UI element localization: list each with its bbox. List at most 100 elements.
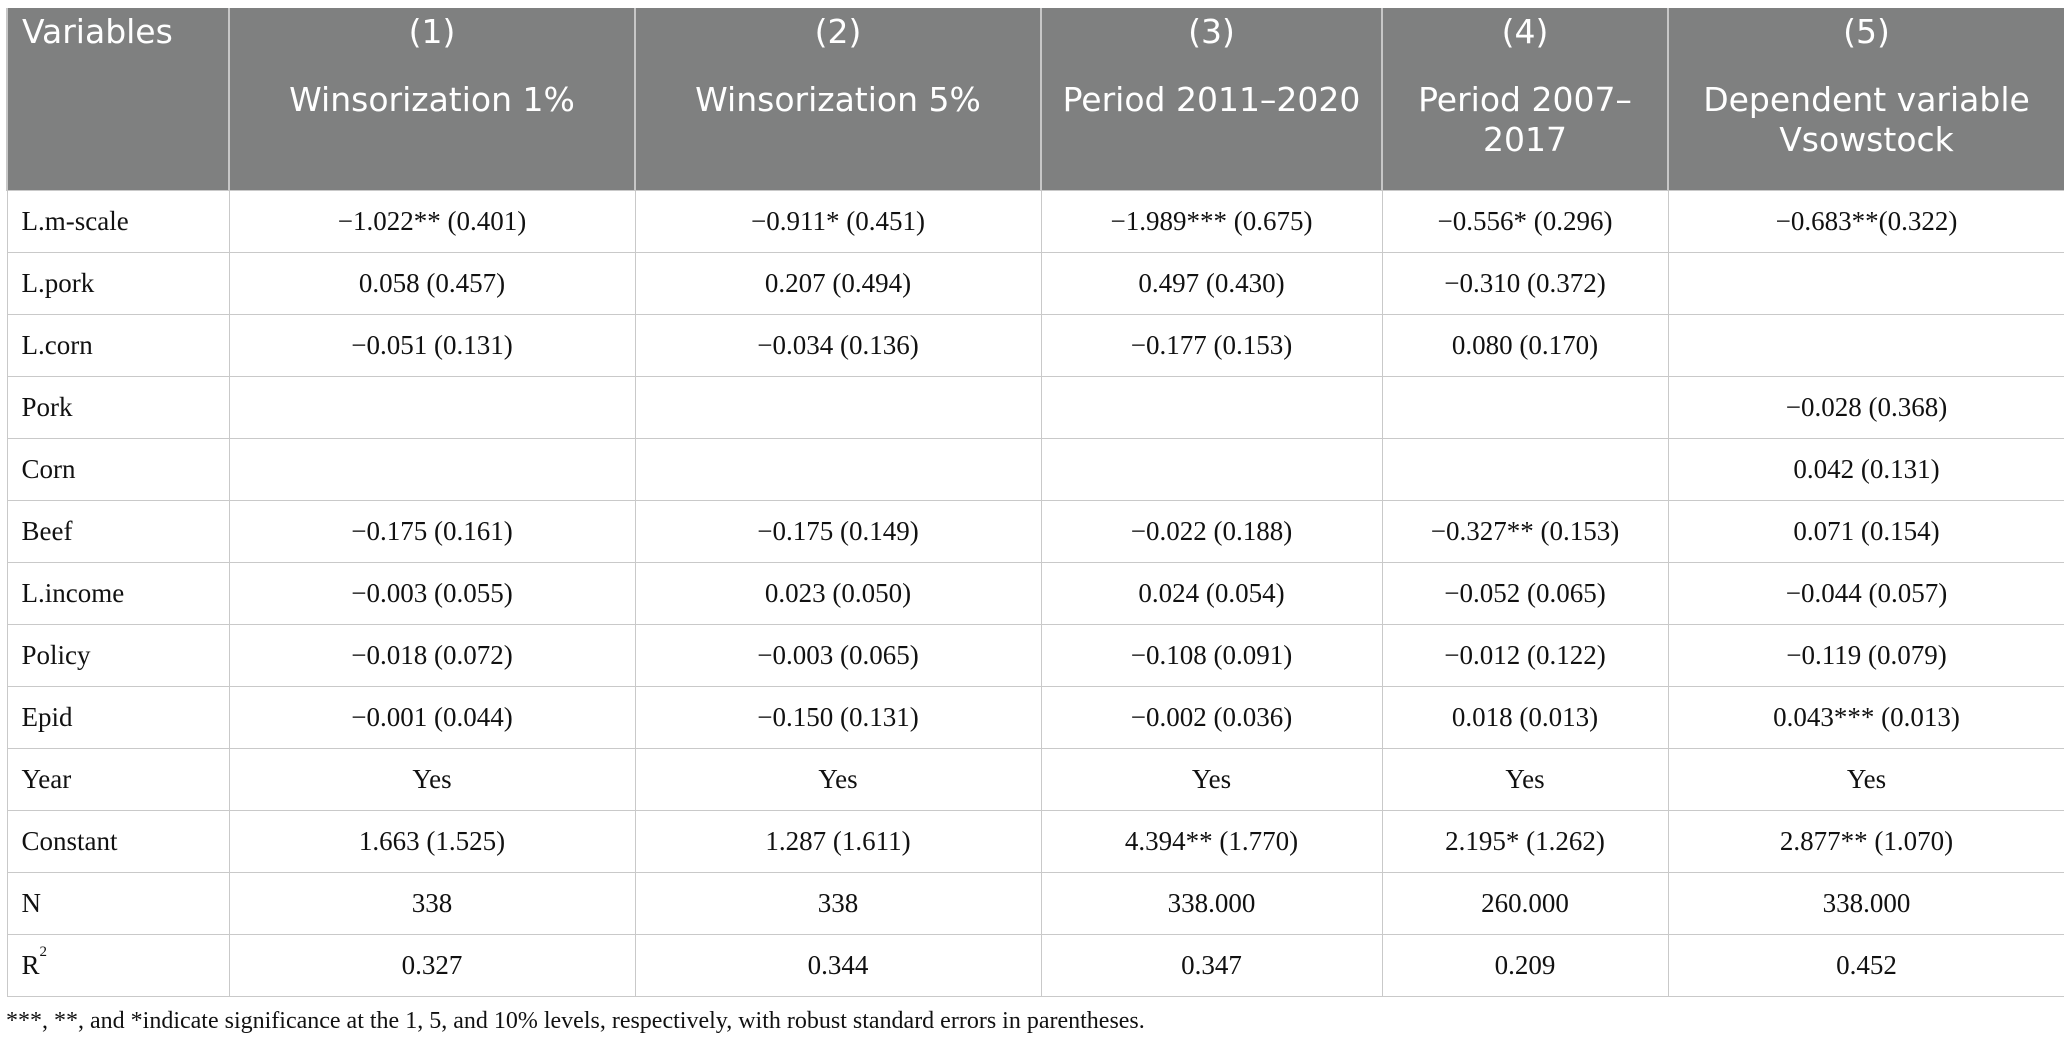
results-table-container: Variables (1) (2) (3) (4) (5) Winsorizat… [6,8,2064,1034]
table-row: Pork −0.028 (0.368) [6,376,2064,439]
variable-label: Constant [21,826,118,856]
table-cell: Yes [1381,748,1669,811]
table-cell: 338.000 [1040,872,1383,935]
table-cell: −0.012 (0.122) [1381,624,1669,687]
variable-label: Epid [21,702,73,732]
table-cell: −0.150 (0.131) [634,686,1042,749]
table-cell: Yes [634,748,1042,811]
column-label: Winsorization 5% [634,76,1042,191]
table-cell: 0.207 (0.494) [634,252,1042,315]
row-variable-name: L.pork [6,252,230,315]
table-cell [1381,376,1669,439]
table-cell: 338.000 [1667,872,2064,935]
table-cell: −0.018 (0.072) [228,624,636,687]
table-cell: Yes [228,748,636,811]
table-footnote: ***, **, and *indicate significance at t… [6,1008,1145,1034]
table-cell: 1.287 (1.611) [634,810,1042,873]
table-cell: −0.052 (0.065) [1381,562,1669,625]
table-cell [228,438,636,501]
table-cell: −0.034 (0.136) [634,314,1042,377]
table-cell: 1.663 (1.525) [228,810,636,873]
row-variable-name: Pork [6,376,230,439]
table-cell: −0.044 (0.057) [1667,562,2064,625]
column-label: Period 2011–2020 [1040,76,1383,191]
variable-label: L.pork [21,268,95,298]
header-row-labels: Winsorization 1% Winsorization 5% Period… [7,76,2064,191]
variable-label: N [21,888,42,918]
table-row: Beef −0.175 (0.161) −0.175 (0.149) −0.022 (… [6,500,2064,563]
table-cell: −0.002 (0.036) [1040,686,1383,749]
table-cell [634,376,1042,439]
row-variable-name: Beef [6,500,230,563]
variable-label: L.m-scale [21,206,129,236]
table-cell: −0.556* (0.296) [1381,190,1669,253]
column-number: (1) [228,8,636,76]
column-number: (2) [634,8,1042,76]
row-variable-name: Year [6,748,230,811]
table-cell: 0.024 (0.054) [1040,562,1383,625]
table-cell [1381,438,1669,501]
table-cell: 0.347 [1040,934,1383,997]
table-cell: 0.023 (0.050) [634,562,1042,625]
table-cell: 0.209 [1381,934,1669,997]
header-variables: Variables [6,8,230,191]
table-cell: 0.497 (0.430) [1040,252,1383,315]
table-cell: −0.911* (0.451) [634,190,1042,253]
table-body: L.m-scale −1.022** (0.401) −0.911* (0.451)… [6,190,2064,997]
table-cell: −0.051 (0.131) [228,314,636,377]
table-cell [228,376,636,439]
table-row: L.income −0.003 (0.055) 0.023 (0.050) 0.024… [6,562,2064,625]
row-variable-name: N [6,872,230,935]
column-label: Winsorization 1% [228,76,636,191]
row-variable-name: L.m-scale [6,190,230,253]
table-row: L.pork 0.058 (0.457) 0.207 (0.494) 0.497 (0… [6,252,2064,315]
table-cell [1667,314,2064,377]
variable-label: L.income [21,578,125,608]
table-cell: 0.071 (0.154) [1667,500,2064,563]
table-cell: −1.989*** (0.675) [1040,190,1383,253]
table-cell: −0.003 (0.055) [228,562,636,625]
column-label: Period 2007–2017 [1381,76,1669,191]
table-cell: 4.394** (1.770) [1040,810,1383,873]
row-variable-name: L.corn [6,314,230,377]
table-cell: −0.683**(0.322) [1667,190,2064,253]
row-variable-name: Constant [6,810,230,873]
table-cell: 0.327 [228,934,636,997]
column-label: Dependent variable Vsowstock [1667,76,2064,191]
table-cell [1040,376,1383,439]
variable-label: Policy [21,640,91,670]
header-row-numbers: Variables (1) (2) (3) (4) (5) [6,8,2064,191]
row-variable-name: Policy [6,624,230,687]
table-cell: −0.177 (0.153) [1040,314,1383,377]
table-cell: 0.344 [634,934,1042,997]
column-number: (4) [1381,8,1669,76]
table-row: L.m-scale −1.022** (0.401) −0.911* (0.451)… [6,190,2064,253]
table-cell [1667,252,2064,315]
table-row: Year Yes Yes Yes Yes Yes [6,748,2064,811]
table-cell: 0.452 [1667,934,2064,997]
regression-table: Variables (1) (2) (3) (4) (5) Winsorizat… [6,8,2064,997]
variable-label: Beef [21,516,73,546]
column-number: (5) [1667,8,2064,76]
table-cell: −0.310 (0.372) [1381,252,1669,315]
table-cell: 2.195* (1.262) [1381,810,1669,873]
table-cell: −0.119 (0.079) [1667,624,2064,687]
table-cell: 0.043*** (0.013) [1667,686,2064,749]
table-row: Constant 1.663 (1.525) 1.287 (1.611) 4.394*… [6,810,2064,873]
table-cell: 0.080 (0.170) [1381,314,1669,377]
table-cell: 338 [228,872,636,935]
table-cell: 0.058 (0.457) [228,252,636,315]
table-row: L.corn −0.051 (0.131) −0.034 (0.136) −0.177… [6,314,2064,377]
table-cell: −0.175 (0.149) [634,500,1042,563]
table-cell [1040,438,1383,501]
table-cell: 0.018 (0.013) [1381,686,1669,749]
table-row: R2 0.327 0.344 0.347 0.209 0.452 [6,934,2064,997]
table-cell: −0.175 (0.161) [228,500,636,563]
table-cell: −0.028 (0.368) [1667,376,2064,439]
table-cell: −0.327** (0.153) [1381,500,1669,563]
table-cell: Yes [1667,748,2064,811]
table-cell: −0.001 (0.044) [228,686,636,749]
table-cell: −0.022 (0.188) [1040,500,1383,563]
row-variable-name: Corn [6,438,230,501]
table-cell: 2.877** (1.070) [1667,810,2064,873]
